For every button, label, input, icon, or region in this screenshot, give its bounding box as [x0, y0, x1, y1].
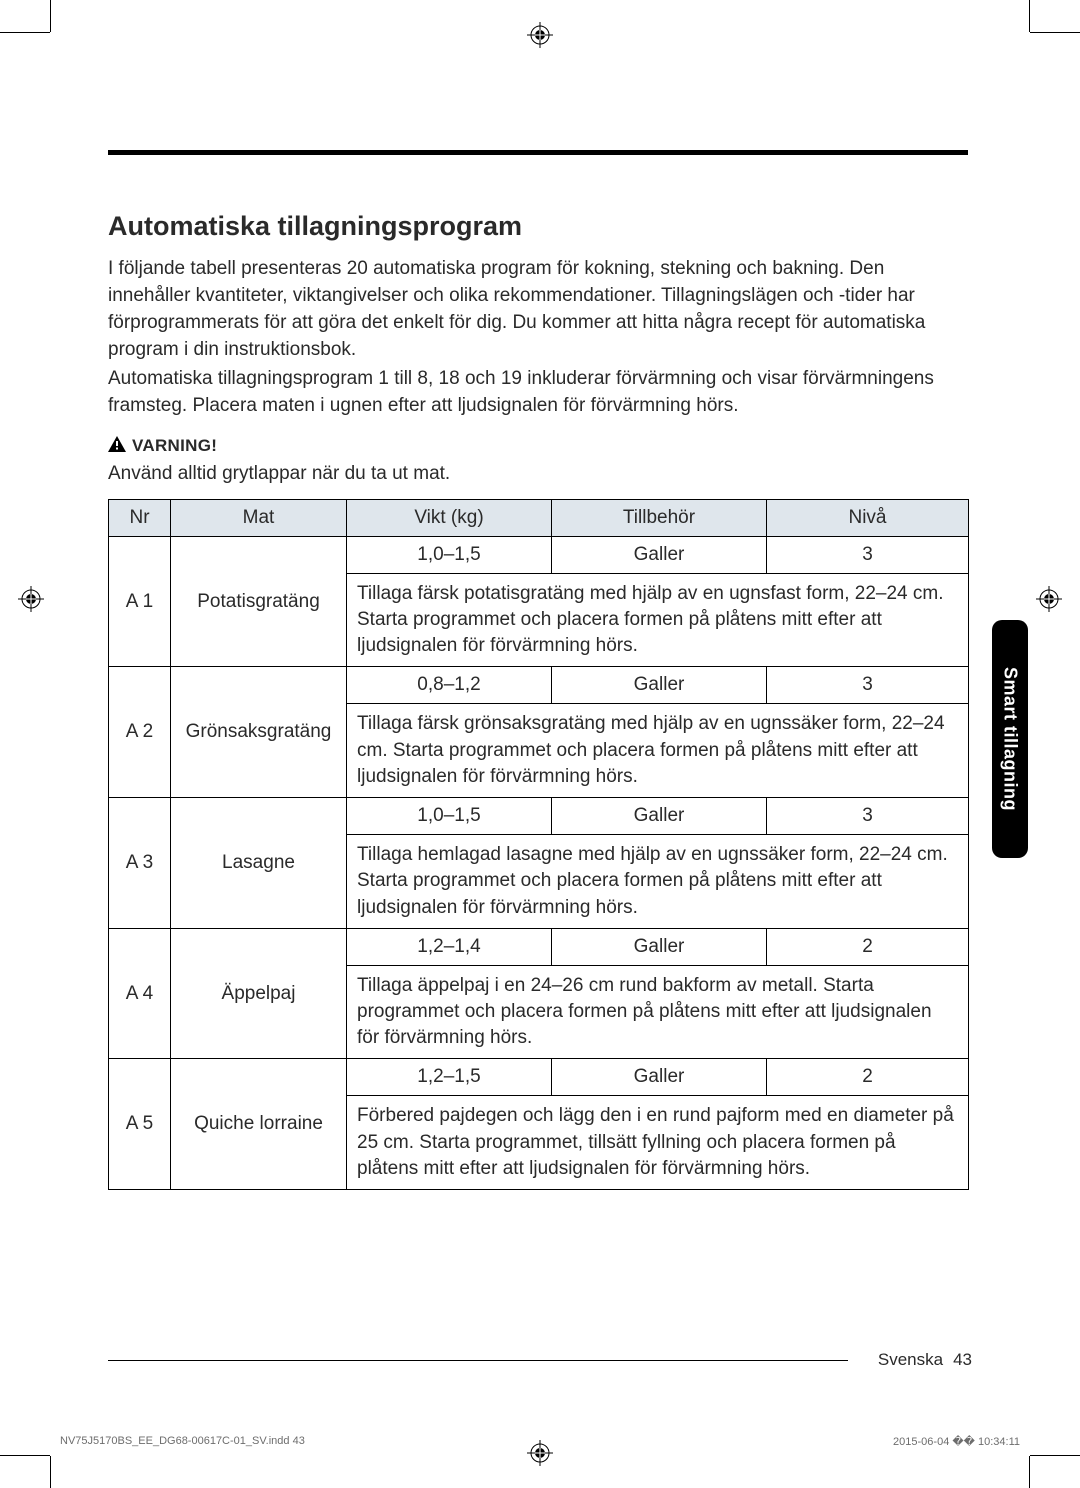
cell-description: Tillaga färsk potatisgratäng med hjälp a… [347, 573, 969, 667]
cell-description: Tillaga färsk grönsaksgratäng med hjälp … [347, 704, 969, 798]
col-mat: Mat [171, 499, 347, 536]
page-content: Automatiska tillagningsprogram I följand… [108, 150, 968, 1190]
cell-tillbehor: Galler [552, 667, 767, 704]
cell-nr: A 2 [109, 667, 171, 798]
cell-niva: 3 [767, 536, 969, 573]
cell-tillbehor: Galler [552, 928, 767, 965]
side-tab: Smart tillagning [992, 620, 1028, 858]
footer-page-number: 43 [953, 1350, 972, 1370]
cell-description: Tillaga äppelpaj i en 24–26 cm rund bakf… [347, 965, 969, 1059]
cell-tillbehor: Galler [552, 1059, 767, 1096]
top-rule [108, 150, 968, 155]
table-row: A 5Quiche lorraine1,2–1,5Galler2 [109, 1059, 969, 1096]
table-row: A 3Lasagne1,0–1,5Galler3 [109, 798, 969, 835]
col-niva: Nivå [767, 499, 969, 536]
imprint-right: 2015-06-04 �� 10:34:11 [893, 1435, 1020, 1448]
cell-mat: Äppelpaj [171, 928, 347, 1059]
program-table: Nr Mat Vikt (kg) Tillbehör Nivå A 1Potat… [108, 499, 969, 1190]
cell-mat: Lasagne [171, 798, 347, 929]
col-nr: Nr [109, 499, 171, 536]
cell-vikt: 1,0–1,5 [347, 798, 552, 835]
cell-niva: 2 [767, 1059, 969, 1096]
cell-nr: A 4 [109, 928, 171, 1059]
cell-vikt: 1,2–1,5 [347, 1059, 552, 1096]
page-footer: Svenska 43 [108, 1350, 972, 1370]
warning-icon [108, 436, 126, 457]
cell-niva: 3 [767, 667, 969, 704]
cell-niva: 2 [767, 928, 969, 965]
table-row: A 4Äppelpaj1,2–1,4Galler2 [109, 928, 969, 965]
page-title: Automatiska tillagningsprogram [108, 211, 968, 242]
cell-niva: 3 [767, 798, 969, 835]
registration-mark-icon [527, 22, 553, 48]
print-imprint: NV75J5170BS_EE_DG68-00617C-01_SV.indd 43… [60, 1435, 1020, 1448]
side-tab-label: Smart tillagning [1000, 667, 1021, 811]
cell-mat: Quiche lorraine [171, 1059, 347, 1190]
warning-label: VARNING! [132, 436, 217, 456]
cell-mat: Grönsaksgratäng [171, 667, 347, 798]
table-row: A 2Grönsaksgratäng0,8–1,2Galler3 [109, 667, 969, 704]
cell-nr: A 1 [109, 536, 171, 667]
cell-vikt: 1,2–1,4 [347, 928, 552, 965]
warning-heading: VARNING! [108, 436, 968, 457]
cell-tillbehor: Galler [552, 536, 767, 573]
table-row: A 1Potatisgratäng1,0–1,5Galler3 [109, 536, 969, 573]
col-vikt: Vikt (kg) [347, 499, 552, 536]
registration-mark-icon [18, 586, 44, 612]
warning-note: Använd alltid grytlappar när du ta ut ma… [108, 463, 968, 485]
cell-vikt: 0,8–1,2 [347, 667, 552, 704]
cell-tillbehor: Galler [552, 798, 767, 835]
cell-vikt: 1,0–1,5 [347, 536, 552, 573]
cell-mat: Potatisgratäng [171, 536, 347, 667]
registration-mark-icon [1036, 586, 1062, 612]
footer-language: Svenska [878, 1350, 943, 1370]
cell-description: Förbered pajdegen och lägg den i en rund… [347, 1096, 969, 1190]
footer-rule [108, 1360, 848, 1361]
col-tillbehor: Tillbehör [552, 499, 767, 536]
intro-paragraph-1: I följande tabell presenteras 20 automat… [108, 256, 968, 364]
cell-nr: A 5 [109, 1059, 171, 1190]
cell-nr: A 3 [109, 798, 171, 929]
intro-paragraph-2: Automatiska tillagningsprogram 1 till 8,… [108, 366, 968, 420]
table-header-row: Nr Mat Vikt (kg) Tillbehör Nivå [109, 499, 969, 536]
cell-description: Tillaga hemlagad lasagne med hjälp av en… [347, 835, 969, 929]
imprint-left: NV75J5170BS_EE_DG68-00617C-01_SV.indd 43 [60, 1435, 305, 1448]
